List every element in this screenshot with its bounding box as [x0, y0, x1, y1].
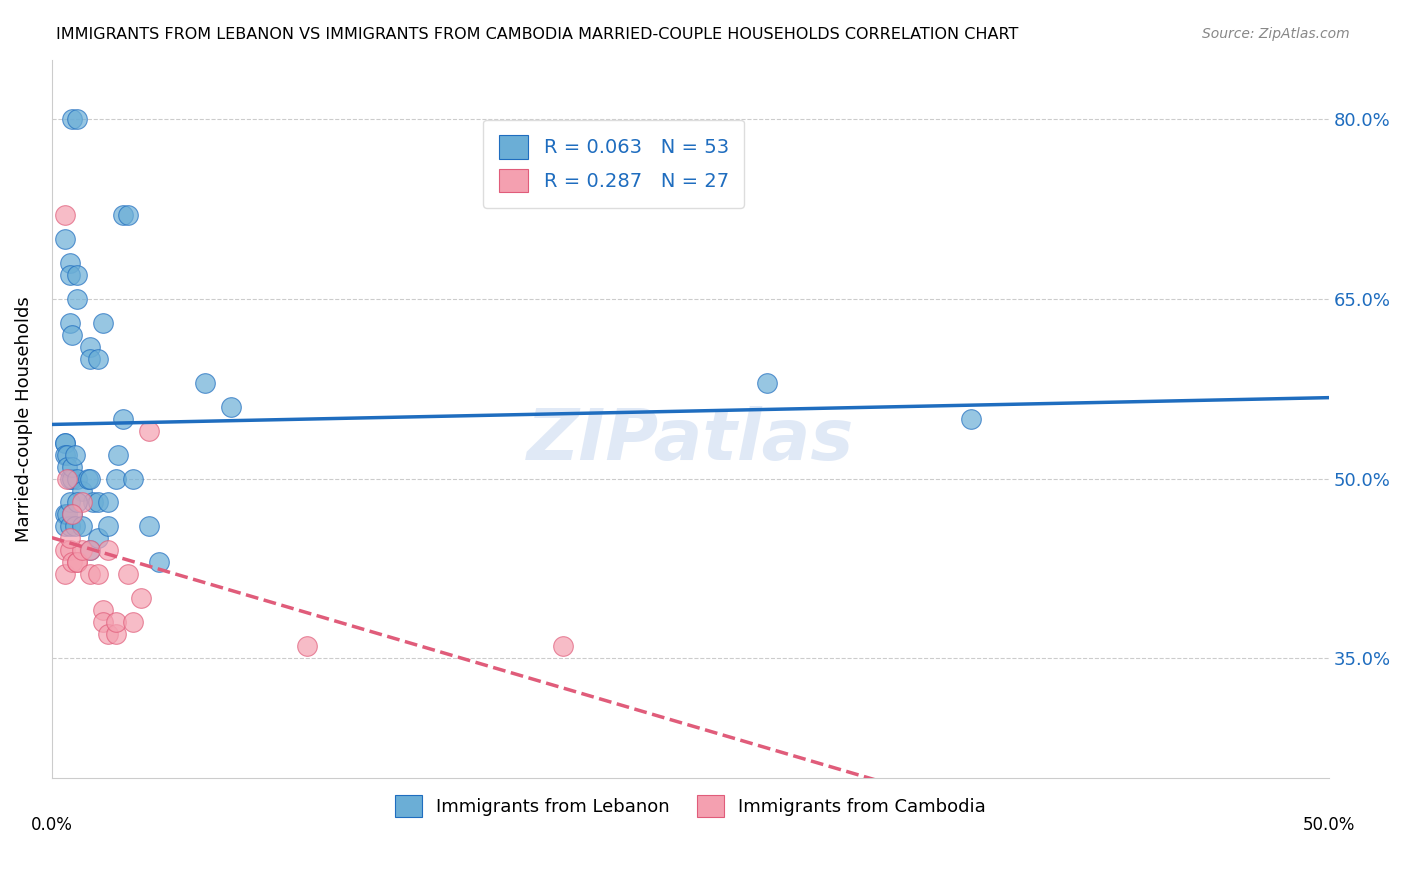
- Point: [56, 508, 79, 522]
- Point: [59, 495, 82, 509]
- Point: [87, 495, 110, 509]
- Point: [66, 555, 89, 569]
- Point: [53, 208, 76, 222]
- Point: [122, 615, 145, 629]
- Point: [59, 471, 82, 485]
- Point: [138, 424, 160, 438]
- Point: [63, 519, 86, 533]
- Point: [82, 495, 104, 509]
- Point: [79, 340, 101, 354]
- Text: 50.0%: 50.0%: [1303, 816, 1355, 834]
- Point: [79, 543, 101, 558]
- Point: [56, 448, 79, 462]
- Point: [79, 351, 101, 366]
- Point: [66, 555, 89, 569]
- Point: [97, 543, 120, 558]
- Point: [60, 508, 83, 522]
- Point: [148, 555, 170, 569]
- Point: [59, 519, 82, 533]
- Point: [756, 376, 779, 390]
- Point: [56, 471, 79, 485]
- Point: [66, 495, 89, 509]
- Point: [97, 495, 120, 509]
- Point: [87, 351, 110, 366]
- Point: [72, 495, 94, 509]
- Legend: Immigrants from Lebanon, Immigrants from Cambodia: Immigrants from Lebanon, Immigrants from…: [385, 786, 995, 826]
- Point: [56, 459, 79, 474]
- Point: [97, 519, 120, 533]
- Point: [117, 208, 139, 222]
- Point: [72, 519, 94, 533]
- Text: 0.0%: 0.0%: [31, 816, 73, 834]
- Point: [97, 627, 120, 641]
- Point: [66, 268, 89, 282]
- Point: [129, 591, 152, 606]
- Point: [112, 411, 135, 425]
- Point: [53, 567, 76, 582]
- Point: [53, 543, 76, 558]
- Point: [295, 639, 318, 653]
- Point: [60, 555, 83, 569]
- Point: [107, 448, 129, 462]
- Point: [60, 112, 83, 127]
- Point: [53, 435, 76, 450]
- Point: [104, 471, 127, 485]
- Point: [117, 567, 139, 582]
- Point: [72, 543, 94, 558]
- Point: [66, 471, 89, 485]
- Point: [59, 316, 82, 330]
- Text: Source: ZipAtlas.com: Source: ZipAtlas.com: [1202, 27, 1350, 41]
- Point: [219, 400, 242, 414]
- Point: [138, 519, 160, 533]
- Point: [60, 327, 83, 342]
- Point: [91, 603, 114, 617]
- Point: [551, 639, 574, 653]
- Point: [60, 459, 83, 474]
- Point: [87, 532, 110, 546]
- Point: [194, 376, 217, 390]
- Point: [122, 471, 145, 485]
- Point: [79, 471, 101, 485]
- Point: [66, 112, 89, 127]
- Point: [53, 448, 76, 462]
- Point: [60, 471, 83, 485]
- Point: [59, 256, 82, 270]
- Point: [59, 543, 82, 558]
- Y-axis label: Married-couple Households: Married-couple Households: [15, 296, 32, 541]
- Point: [60, 508, 83, 522]
- Point: [79, 567, 101, 582]
- Point: [53, 232, 76, 246]
- Point: [104, 627, 127, 641]
- Point: [72, 483, 94, 498]
- Point: [79, 543, 101, 558]
- Text: ZIPatlas: ZIPatlas: [527, 406, 853, 475]
- Point: [59, 532, 82, 546]
- Point: [960, 411, 983, 425]
- Point: [63, 448, 86, 462]
- Point: [104, 615, 127, 629]
- Point: [53, 508, 76, 522]
- Point: [53, 435, 76, 450]
- Point: [87, 567, 110, 582]
- Point: [66, 292, 89, 306]
- Text: IMMIGRANTS FROM LEBANON VS IMMIGRANTS FROM CAMBODIA MARRIED-COUPLE HOUSEHOLDS CO: IMMIGRANTS FROM LEBANON VS IMMIGRANTS FR…: [56, 27, 1018, 42]
- Point: [91, 316, 114, 330]
- Point: [53, 519, 76, 533]
- Point: [112, 208, 135, 222]
- Point: [59, 268, 82, 282]
- Point: [76, 471, 98, 485]
- Point: [91, 615, 114, 629]
